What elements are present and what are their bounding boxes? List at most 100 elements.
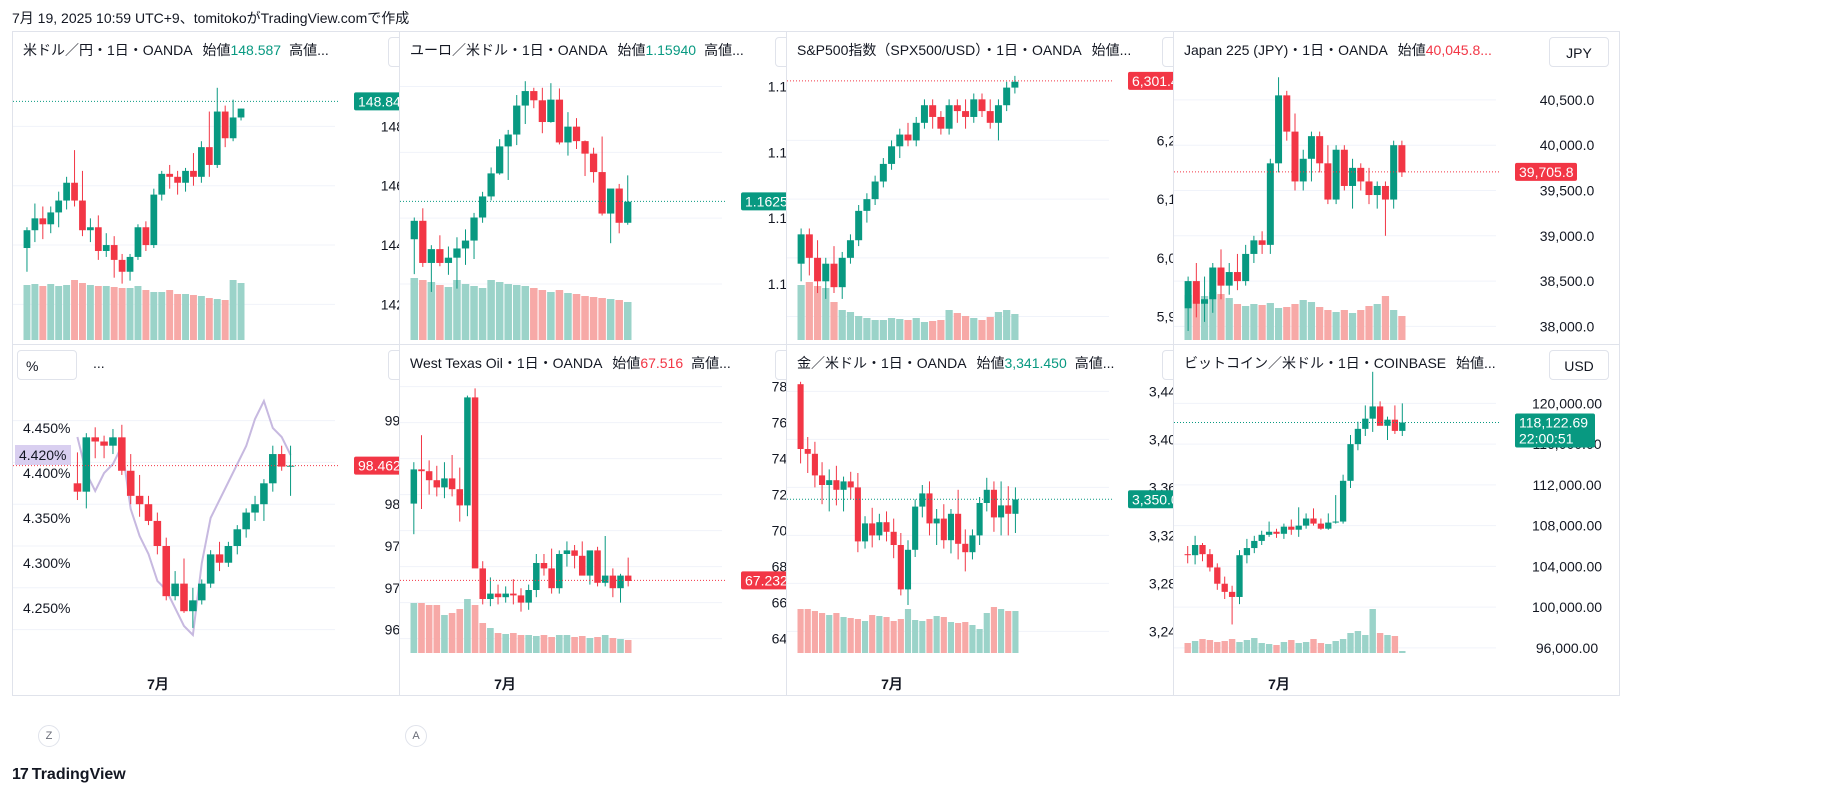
candle-body <box>1184 554 1191 556</box>
candle-body <box>846 240 854 258</box>
candle-body <box>162 546 171 597</box>
volume-bar <box>433 605 441 653</box>
volume-bar <box>1381 296 1390 340</box>
candle-body <box>1242 253 1250 282</box>
candle-body <box>1295 525 1302 530</box>
chart-panel[interactable]: 99.00098.50098.00097.50097.00096.5004.45… <box>12 344 459 696</box>
candle-body <box>986 111 994 123</box>
candle-body <box>494 593 502 598</box>
volume-bar <box>887 318 896 340</box>
candle-body <box>510 593 517 596</box>
chart-title[interactable]: 米ドル／円・1日・OANDA 始値148.587 高値... <box>23 37 329 63</box>
volume-bar <box>883 617 890 653</box>
y-tick-label: 40,000.0 <box>1540 137 1595 153</box>
chart-panel[interactable]: 148.000146.000144.000142.000148.8447月 米ドル… <box>12 31 459 383</box>
tradingview-mark-icon: 17 <box>12 766 29 783</box>
candle-body <box>233 529 242 547</box>
candle-body <box>1003 87 1011 106</box>
chart-panel[interactable]: 1.180001.170001.160001.150001.162557月 ユーロ… <box>399 31 846 383</box>
candle-body <box>564 126 572 143</box>
chart-panel[interactable]: 3,440.0003,400.0003,360.0003,320.0003,28… <box>786 344 1233 696</box>
volume-bar <box>623 302 632 340</box>
volume-bar <box>1354 631 1362 653</box>
left-marker-label: 4.420% <box>19 447 66 463</box>
candle-body <box>940 518 947 541</box>
candle-body <box>805 234 813 258</box>
volume-bar <box>1012 611 1019 653</box>
candle-body <box>1236 555 1243 597</box>
volume-bar <box>495 282 504 340</box>
candle-body <box>888 146 896 164</box>
candle-body <box>855 210 863 241</box>
candle-body <box>563 550 571 554</box>
candle-body <box>624 201 632 223</box>
left-tick-label: 4.350% <box>23 510 70 526</box>
high-label: 高値... <box>1074 355 1115 371</box>
volume-bar <box>617 639 624 653</box>
auto-scale-button[interactable]: A <box>405 725 427 747</box>
candle-body <box>118 437 126 471</box>
volume-bar <box>39 286 47 340</box>
volume-bar <box>79 283 86 340</box>
candle-body <box>1273 531 1280 534</box>
chart-panel[interactable]: 40,500.0 40,000.0 39,500.0 39,000.0 38,500.0… <box>1173 31 1620 383</box>
volume-bar <box>1003 310 1011 340</box>
volume-bar <box>502 634 510 653</box>
candle-body <box>962 111 970 117</box>
volume-bar <box>1250 304 1258 340</box>
volume-bar <box>478 288 487 340</box>
chart-panel[interactable]: 78.00076.00074.00072.00070.00068.00066.0… <box>399 344 846 696</box>
open-label: 始値 <box>198 42 231 58</box>
candle-body <box>1221 583 1228 592</box>
brand-name: TradingView <box>31 766 126 783</box>
volume-bar <box>1373 304 1381 340</box>
chart-title[interactable]: S&P500指数（SPX500/USD）・1日・OANDA 始値... <box>797 37 1131 63</box>
open-label: 始値 <box>613 42 646 58</box>
candle-body <box>1307 136 1315 159</box>
candle-body <box>229 117 237 139</box>
chart-title[interactable]: ... <box>93 350 105 376</box>
volume-bar <box>869 615 876 653</box>
candle-body <box>504 134 512 147</box>
chart-title[interactable]: 金／米ドル・1日・OANDA 始値3,341.450 高値... <box>797 350 1114 376</box>
volume-bar <box>601 635 609 653</box>
chart-panel[interactable]: 120,000.00116,000.00112,000.00108,000.00… <box>1173 344 1620 696</box>
creation-info: 7月 19, 2025 10:59 UTC+9、tomitokoがTrading… <box>12 10 410 26</box>
y-tick-label: 120,000.00 <box>1532 395 1602 411</box>
volume-bar <box>190 295 197 340</box>
candle-body <box>1332 149 1340 200</box>
volume-bar <box>833 613 840 653</box>
volume-bar <box>461 284 470 340</box>
last-price-label: 98.462 <box>358 458 401 474</box>
volume-bar <box>1369 609 1376 653</box>
currency-button[interactable]: USD <box>1549 350 1609 380</box>
y-tick-label: 108,000.00 <box>1532 518 1602 534</box>
candle-body <box>797 384 804 449</box>
candle-body <box>912 506 919 550</box>
volume-bar <box>470 286 478 340</box>
candle-body <box>594 550 601 583</box>
candle-body <box>1250 240 1258 254</box>
volume-bar <box>1273 645 1280 653</box>
left-tick-label: 4.450% <box>23 420 70 436</box>
volume-bar <box>847 618 854 653</box>
chart-title[interactable]: ビットコイン／米ドル・1日・COINBASE 始値... <box>1184 350 1496 376</box>
zoom-button[interactable]: Z <box>38 725 60 747</box>
candle-body <box>548 568 555 589</box>
candle-body <box>589 153 598 173</box>
volume-bar <box>427 282 436 340</box>
chart-title[interactable]: Japan 225 (JPY)・1日・OANDA 始値40,045.8... <box>1184 37 1492 63</box>
volume-bar <box>1365 306 1373 340</box>
volume-bar <box>624 640 632 653</box>
chart-panel[interactable]: 6,200.06,100.06,000.05,900.06,301.47月 S&P… <box>786 31 1233 383</box>
volume-bar <box>811 611 818 653</box>
chart-title[interactable]: ユーロ／米ドル・1日・OANDA 始値1.15940 高値... <box>410 37 744 63</box>
volume-bar <box>110 287 118 340</box>
candle-body <box>871 181 879 200</box>
chart-title[interactable]: West Texas Oil・1日・OANDA 始値67.516 高値... <box>410 350 731 376</box>
volume-bar <box>444 287 453 340</box>
candle-body <box>1206 554 1214 568</box>
volume-bar <box>876 616 883 653</box>
currency-button[interactable]: JPY <box>1549 37 1609 67</box>
percent-scale-button[interactable]: % <box>17 350 77 380</box>
